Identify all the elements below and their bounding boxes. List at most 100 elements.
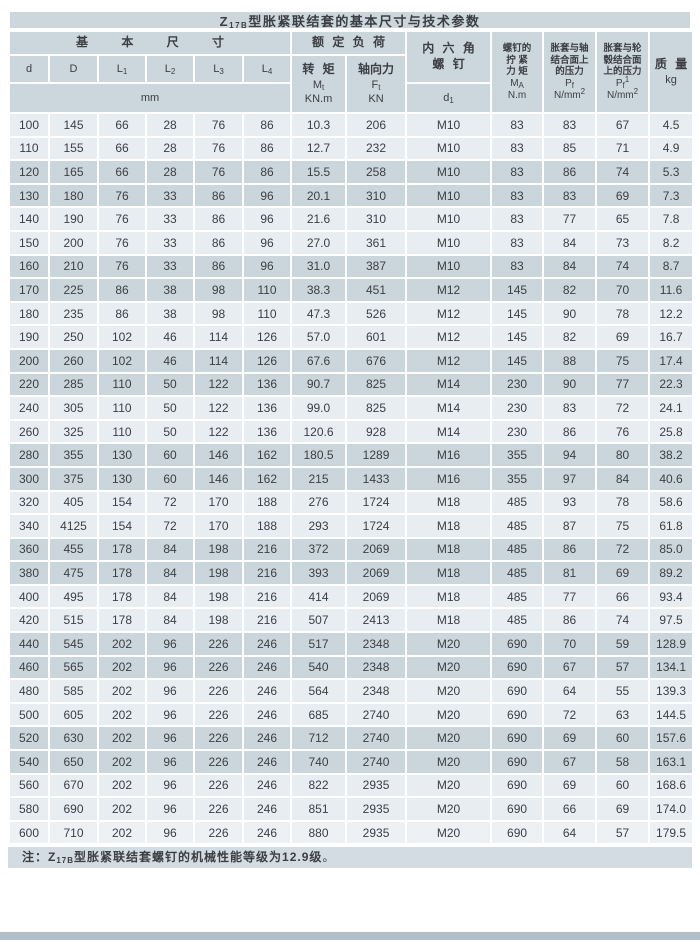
- cell-Ft: 2348: [345, 654, 408, 681]
- cell-Pf: 72: [542, 701, 598, 728]
- cell-d: 300: [8, 465, 50, 492]
- cell-Pf1: 57: [595, 654, 651, 681]
- cell-L4: 246: [241, 654, 293, 681]
- table-row: 180 235 86 38 98 110 47.3 526 M12 145 90 78 12.2: [8, 300, 695, 327]
- cell-Mt: 21.6: [290, 206, 348, 232]
- header-rated-load: 额 定 负 荷: [290, 30, 408, 56]
- cell-L4: 188: [241, 489, 293, 516]
- cell-Pf: 67: [542, 749, 598, 775]
- cell-Mt: 372: [290, 536, 348, 563]
- cell-Ft: 2935: [345, 819, 408, 846]
- cell-kg: 168.6: [648, 772, 695, 799]
- cell-L4: 136: [241, 418, 293, 445]
- cell-kg: 40.6: [648, 465, 695, 492]
- cell-L3: 226: [193, 654, 244, 681]
- table-row: 480 585 202 96 226 246 564 2348 M20 690 64 55 139.3: [8, 678, 695, 704]
- cell-d1: M10: [405, 229, 493, 256]
- cell-Pf1: 66: [595, 583, 651, 610]
- cell-D: 375: [48, 465, 99, 492]
- cell-Pf1: 72: [595, 395, 651, 421]
- cell-kg: 139.3: [648, 678, 695, 704]
- table-row: 460 565 202 96 226 246 540 2348 M20 690 67 57 134.1: [8, 654, 695, 681]
- cell-D: 305: [48, 395, 99, 421]
- cell-MA: 485: [490, 583, 545, 610]
- cell-Pf1: 80: [595, 442, 651, 468]
- cell-d1: M14: [405, 418, 493, 445]
- cell-d: 130: [8, 182, 50, 209]
- cell-Ft: 361: [345, 229, 408, 256]
- cell-kg: 16.7: [648, 324, 695, 350]
- cell-MA: 230: [490, 395, 545, 421]
- cell-D: 210: [48, 253, 99, 280]
- cell-L3: 146: [193, 442, 244, 468]
- cell-Ft: 2069: [345, 583, 408, 610]
- cell-D: 585: [48, 678, 99, 704]
- cell-L3: 170: [193, 489, 244, 516]
- cell-L1: 76: [97, 229, 147, 256]
- cell-Pf1: 55: [595, 678, 651, 704]
- cell-MA: 355: [490, 465, 545, 492]
- cell-L1: 178: [97, 560, 147, 586]
- cell-L4: 246: [241, 631, 293, 657]
- cell-L3: 76: [193, 135, 244, 162]
- cell-MA: 145: [490, 324, 545, 350]
- cell-Pf: 83: [542, 112, 598, 138]
- cell-L2: 60: [145, 442, 195, 468]
- cell-L1: 102: [97, 324, 147, 350]
- cell-L3: 76: [193, 159, 244, 185]
- cell-L3: 114: [193, 324, 244, 350]
- cell-Pf1: 60: [595, 772, 651, 799]
- cell-L1: 66: [97, 135, 147, 162]
- cell-Pf: 81: [542, 560, 598, 586]
- table-row: 400 495 178 84 198 216 414 2069 M18 485 77 66 93.4: [8, 583, 695, 610]
- cell-kg: 128.9: [648, 631, 695, 657]
- col-header-L4: L4: [241, 54, 293, 84]
- cell-d1: M10: [405, 135, 493, 162]
- cell-Mt: 517: [290, 631, 348, 657]
- cell-L1: 66: [97, 159, 147, 185]
- cell-Mt: 90.7: [290, 371, 348, 398]
- cell-kg: 11.6: [648, 277, 695, 303]
- cell-Pf: 86: [542, 159, 598, 185]
- cell-L1: 202: [97, 725, 147, 752]
- cell-L2: 96: [145, 678, 195, 704]
- cell-d: 420: [8, 607, 50, 634]
- cell-L1: 66: [97, 112, 147, 138]
- cell-L1: 178: [97, 607, 147, 634]
- cell-Pf1: 69: [595, 560, 651, 586]
- table-row: 130 180 76 33 86 96 20.1 310 M10 83 83 69 7.3: [8, 182, 695, 209]
- col-header-L3: L3: [193, 54, 244, 84]
- cell-D: 190: [48, 206, 99, 232]
- cell-L2: 72: [145, 513, 195, 539]
- cell-Ft: 2935: [345, 772, 408, 799]
- cell-kg: 7.3: [648, 182, 695, 209]
- cell-Mt: 822: [290, 772, 348, 799]
- cell-Pf1: 78: [595, 300, 651, 327]
- cell-L1: 202: [97, 819, 147, 846]
- cell-d1: M12: [405, 347, 493, 374]
- cell-L2: 84: [145, 536, 195, 563]
- cell-d1: M18: [405, 560, 493, 586]
- cell-D: 250: [48, 324, 99, 350]
- cell-L4: 136: [241, 371, 293, 398]
- cell-d1: M20: [405, 678, 493, 704]
- cell-Pf1: 69: [595, 324, 651, 350]
- cell-Ft: 928: [345, 418, 408, 445]
- cell-L3: 226: [193, 678, 244, 704]
- cell-D: 405: [48, 489, 99, 516]
- cell-Ft: 601: [345, 324, 408, 350]
- table-row: 360 455 178 84 198 216 372 2069 M18 485 86 72 85.0: [8, 536, 695, 563]
- cell-L3: 122: [193, 371, 244, 398]
- cell-Pf1: 75: [595, 347, 651, 374]
- cell-Pf1: 74: [595, 607, 651, 634]
- cell-Ft: 387: [345, 253, 408, 280]
- header-pressure-shaft-surface: 胀套与轴 结合面上 的压力 Pf N/mm2: [542, 30, 598, 114]
- cell-Pf1: 84: [595, 465, 651, 492]
- cell-MA: 485: [490, 536, 545, 563]
- cell-Pf1: 75: [595, 513, 651, 539]
- cell-d1: M10: [405, 182, 493, 209]
- table-header: 基 本 尺 寸 额 定 负 荷 内 六 角螺 钉 螺钉的拧 紧力 矩 MA N.m …: [7, 30, 695, 114]
- cell-L3: 170: [193, 513, 244, 539]
- table-row: 110 155 66 28 76 86 12.7 232 M10 83 85 71 4.9: [8, 135, 695, 162]
- cell-Pf: 90: [542, 300, 598, 327]
